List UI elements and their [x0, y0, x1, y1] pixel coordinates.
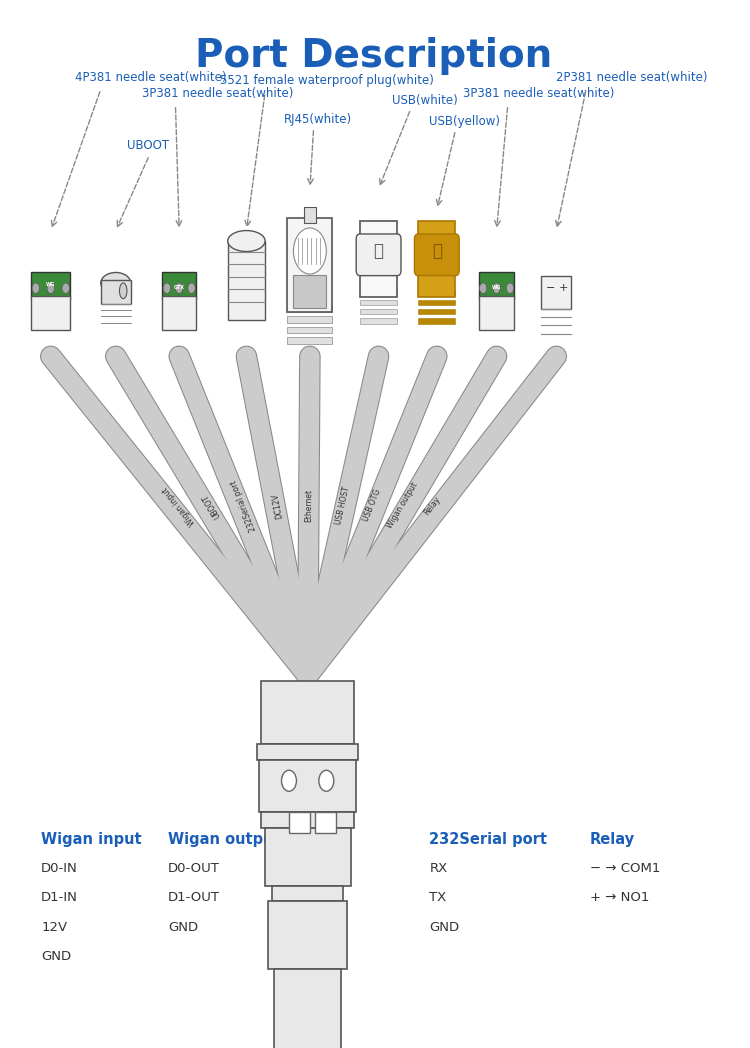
Text: Relay: Relay — [422, 495, 442, 517]
Circle shape — [62, 283, 70, 293]
Bar — [360, 309, 398, 314]
Ellipse shape — [228, 231, 265, 252]
Bar — [419, 309, 455, 314]
Circle shape — [293, 228, 326, 275]
Text: 3P381 needle seat(white): 3P381 needle seat(white) — [142, 87, 293, 100]
Bar — [304, 208, 316, 223]
Bar — [419, 319, 455, 324]
Text: + → NO1: + → NO1 — [590, 891, 650, 904]
Text: −: − — [546, 283, 555, 293]
Bar — [478, 272, 514, 299]
Ellipse shape — [100, 272, 130, 293]
Text: 2P381 needle seat(white): 2P381 needle seat(white) — [556, 71, 708, 84]
Text: 3P381 needle seat(white): 3P381 needle seat(white) — [463, 87, 614, 100]
Text: D1-IN: D1-IN — [41, 891, 78, 904]
Bar — [287, 337, 332, 344]
Text: +: + — [559, 283, 568, 293]
Bar — [287, 218, 332, 312]
Bar — [261, 681, 354, 744]
Text: ⎕: ⎕ — [374, 242, 383, 260]
Text: RJ45(white): RJ45(white) — [284, 113, 352, 126]
Bar — [542, 276, 572, 308]
Bar — [274, 969, 341, 1048]
Circle shape — [281, 770, 296, 791]
Circle shape — [47, 283, 55, 293]
Bar — [315, 812, 336, 833]
Text: DC12V: DC12V — [270, 493, 284, 519]
Bar — [360, 221, 398, 298]
Text: Port Description: Port Description — [195, 37, 552, 74]
Bar — [360, 290, 398, 296]
Bar — [163, 272, 196, 299]
Circle shape — [319, 770, 334, 791]
Bar — [163, 297, 196, 330]
Text: Ethernet: Ethernet — [304, 489, 313, 522]
Text: Wigan output: Wigan output — [168, 832, 280, 847]
Bar — [100, 281, 130, 304]
Text: USB OTG: USB OTG — [362, 488, 382, 523]
Circle shape — [176, 283, 183, 293]
Text: 232Serial port: 232Serial port — [429, 832, 548, 847]
Text: Wigan output: Wigan output — [385, 481, 419, 530]
Text: GTX: GTX — [174, 285, 184, 289]
FancyBboxPatch shape — [356, 234, 401, 276]
Circle shape — [32, 283, 40, 293]
Circle shape — [506, 283, 514, 293]
Text: − → COM1: − → COM1 — [590, 861, 660, 875]
Ellipse shape — [119, 283, 127, 299]
FancyBboxPatch shape — [415, 234, 459, 276]
Text: Relay: Relay — [590, 832, 635, 847]
Text: USB HOST: USB HOST — [334, 486, 352, 525]
Bar — [257, 744, 358, 760]
Text: GND: GND — [41, 949, 71, 963]
Bar — [478, 297, 514, 330]
Text: GND: GND — [168, 920, 198, 934]
Bar — [293, 275, 326, 308]
Text: 12V: 12V — [41, 920, 68, 934]
Circle shape — [493, 283, 500, 293]
Bar — [419, 300, 455, 305]
Text: D0-IN: D0-IN — [41, 861, 78, 875]
Text: Wigan input: Wigan input — [41, 832, 142, 847]
Bar — [228, 241, 265, 320]
Text: 5521 female waterproof plug(white): 5521 female waterproof plug(white) — [220, 74, 434, 87]
Text: 232Serial port: 232Serial port — [229, 479, 258, 532]
Text: UBOOT: UBOOT — [201, 492, 223, 520]
Bar — [287, 316, 332, 323]
Text: RX: RX — [429, 861, 448, 875]
Circle shape — [188, 283, 195, 293]
Bar — [287, 327, 332, 333]
Bar — [360, 319, 398, 324]
Text: D0-OUT: D0-OUT — [168, 861, 220, 875]
Bar — [32, 297, 70, 330]
Bar — [32, 272, 70, 299]
Text: D1-OUT: D1-OUT — [168, 891, 220, 904]
Text: WG: WG — [492, 285, 501, 289]
Text: GND: GND — [429, 920, 460, 934]
Bar — [268, 901, 346, 969]
Circle shape — [164, 283, 171, 293]
Text: TX: TX — [429, 891, 446, 904]
Text: UBOOT: UBOOT — [127, 139, 169, 152]
Circle shape — [479, 283, 487, 293]
Bar — [261, 812, 354, 828]
Bar — [289, 812, 310, 833]
Text: USB(white): USB(white) — [392, 94, 458, 107]
Bar — [272, 886, 343, 901]
Bar — [287, 306, 332, 312]
Bar — [259, 760, 356, 812]
Text: WG: WG — [46, 282, 56, 292]
Text: G|12V|D1|D0: G|12V|D1|D0 — [38, 231, 64, 235]
Bar — [360, 300, 398, 305]
Text: Wigan input: Wigan input — [161, 485, 197, 526]
Bar — [419, 290, 455, 296]
Bar — [265, 828, 350, 886]
Text: ⎕: ⎕ — [432, 242, 442, 260]
Text: 4P381 needle seat(white): 4P381 needle seat(white) — [75, 71, 226, 84]
Text: USB(yellow): USB(yellow) — [429, 115, 500, 128]
Bar — [419, 221, 455, 298]
